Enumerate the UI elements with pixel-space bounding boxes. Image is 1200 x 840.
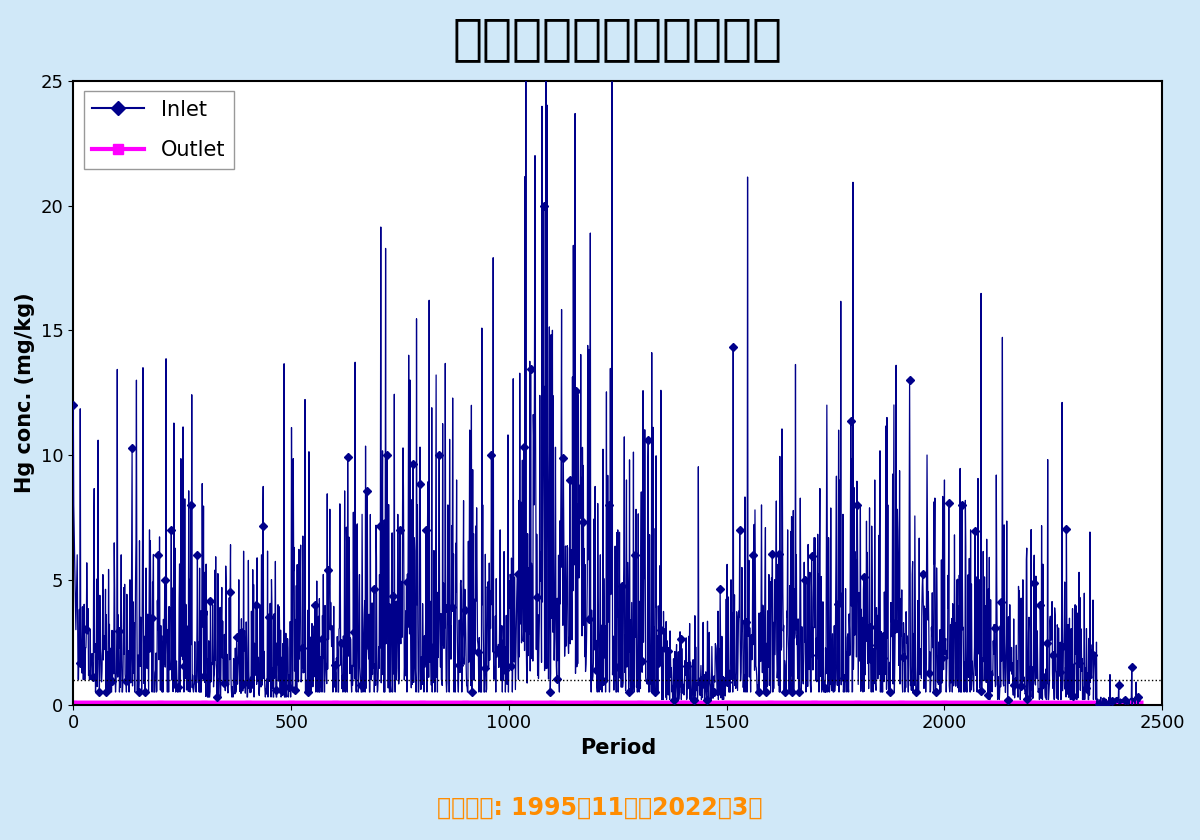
Text: 運転開始: 1995年11月～2022年3月: 運転開始: 1995年11月～2022年3月 — [437, 795, 763, 820]
Y-axis label: Hg conc. (mg/kg): Hg conc. (mg/kg) — [16, 292, 35, 493]
Legend: Inlet, Outlet: Inlet, Outlet — [84, 92, 234, 169]
X-axis label: Period: Period — [580, 738, 656, 758]
Title: 水銀除去装置の稼動実績: 水銀除去装置の稼動実績 — [452, 15, 782, 63]
